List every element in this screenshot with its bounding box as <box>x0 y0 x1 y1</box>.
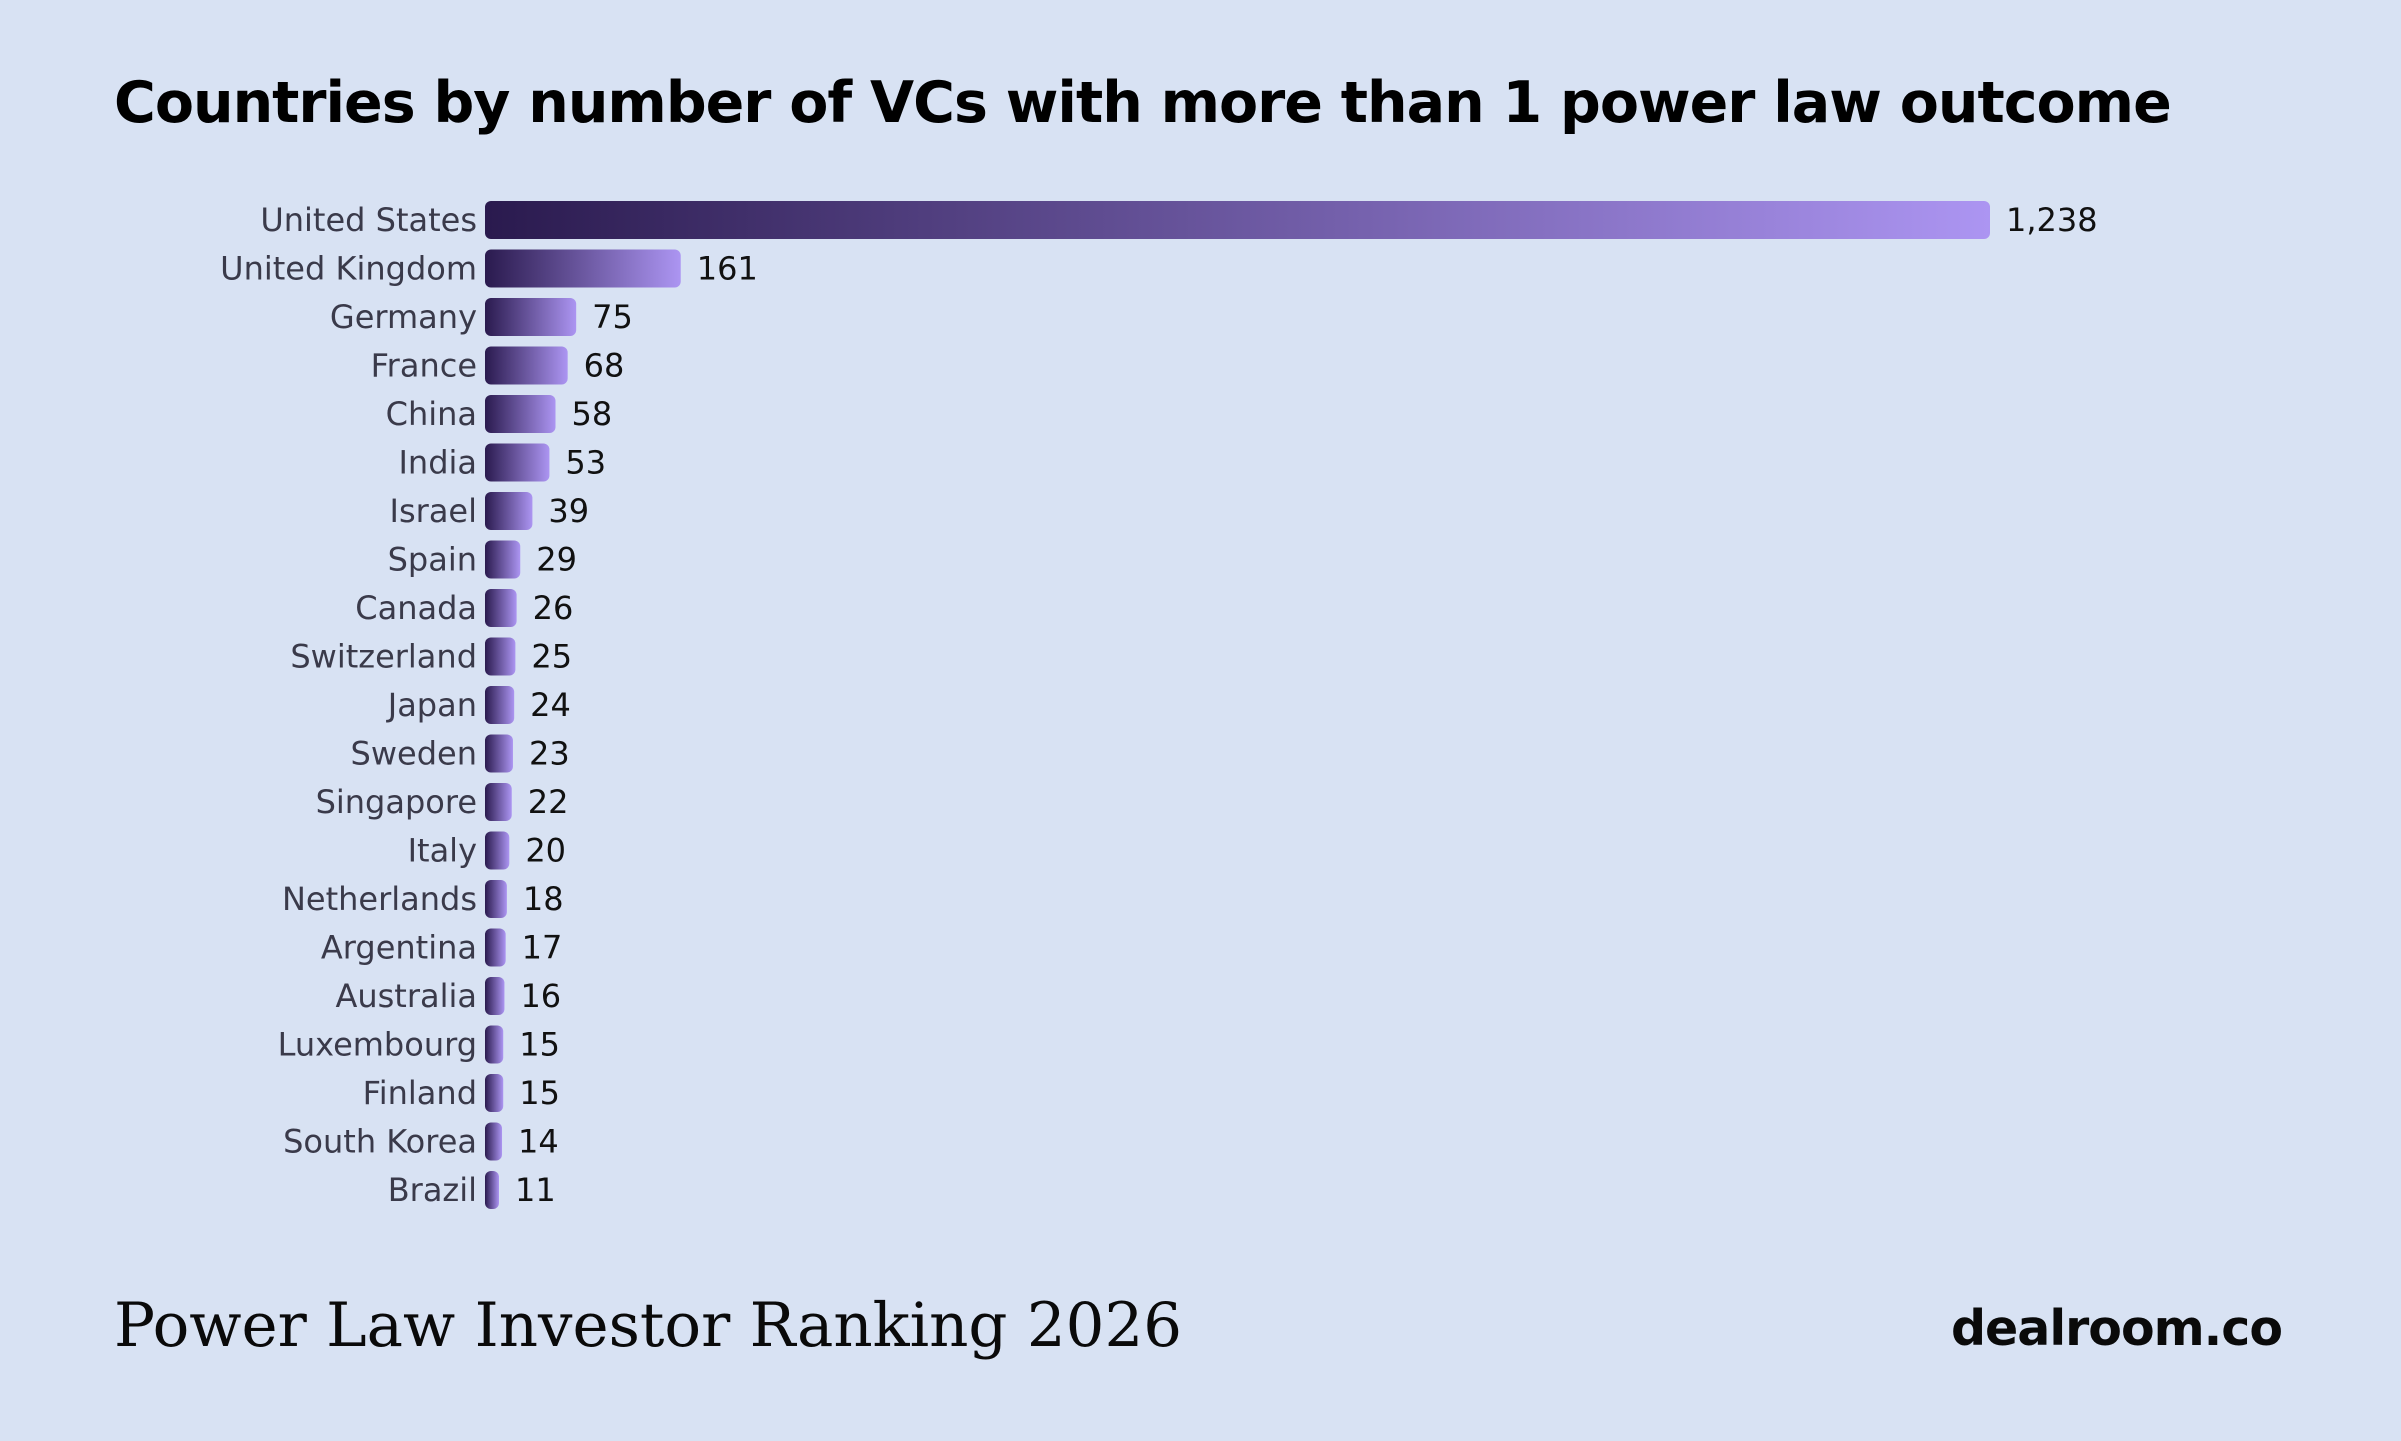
value-label: 15 <box>519 1074 560 1112</box>
category-label: Germany <box>330 298 477 336</box>
bar-sweden <box>485 734 513 773</box>
bar-india <box>485 443 550 482</box>
value-label: 53 <box>565 444 606 482</box>
category-label: Japan <box>386 686 477 724</box>
category-label: India <box>398 444 477 482</box>
value-label: 11 <box>515 1171 556 1209</box>
brand-logo: dealroom.co <box>1950 1300 2283 1357</box>
value-label: 39 <box>548 492 589 530</box>
category-label: Australia <box>335 977 477 1015</box>
value-label: 29 <box>536 541 577 579</box>
category-label: Netherlands <box>282 880 477 918</box>
category-label: Brazil <box>388 1171 477 1209</box>
value-label: 1,238 <box>2006 201 2098 239</box>
value-label: 68 <box>584 347 625 385</box>
chart-title: Countries by number of VCs with more tha… <box>114 70 2172 136</box>
category-label: Singapore <box>316 783 477 821</box>
value-label: 23 <box>529 735 570 773</box>
bar-japan <box>485 686 515 724</box>
bar-singapore <box>485 783 512 821</box>
bar-china <box>485 395 556 433</box>
value-label: 24 <box>530 686 571 724</box>
category-label: Switzerland <box>290 638 477 676</box>
category-label: France <box>371 347 477 385</box>
category-label: South Korea <box>283 1123 477 1161</box>
value-label: 75 <box>592 298 633 336</box>
bar-spain <box>485 540 521 579</box>
category-label: Canada <box>355 589 477 627</box>
bar-australia <box>485 977 505 1015</box>
value-label: 17 <box>522 929 563 967</box>
bar-argentina <box>485 928 506 967</box>
value-label: 18 <box>523 880 564 918</box>
bar-netherlands <box>485 880 507 918</box>
category-label: United Kingdom <box>220 250 477 288</box>
bar-united-kingdom <box>485 249 681 288</box>
bar-switzerland <box>485 637 516 676</box>
value-label: 15 <box>519 1026 560 1064</box>
bar-canada <box>485 589 517 627</box>
bar-united-states <box>485 201 1990 239</box>
bar-italy <box>485 831 510 870</box>
bar-israel <box>485 492 533 530</box>
category-label: Italy <box>408 832 477 870</box>
category-label: Argentina <box>321 929 477 967</box>
category-label: Spain <box>388 541 477 579</box>
bar-south-korea <box>485 1122 503 1161</box>
value-label: 26 <box>533 589 574 627</box>
bars-group: United States 1,238 United Kingdom 161 Germa… <box>220 201 2098 1209</box>
value-label: 161 <box>697 250 758 288</box>
bar-luxembourg <box>485 1025 504 1064</box>
bar-germany <box>485 298 577 336</box>
category-label: United States <box>260 201 477 239</box>
category-label: China <box>386 395 477 433</box>
category-label: Israel <box>390 492 477 530</box>
value-label: 25 <box>531 638 572 676</box>
category-label: Finland <box>363 1074 477 1112</box>
bar-finland <box>485 1074 504 1112</box>
category-label: Sweden <box>351 735 477 773</box>
value-label: 16 <box>520 977 561 1015</box>
value-label: 14 <box>518 1123 559 1161</box>
ranking-footer: Power Law Investor Ranking 2026 <box>114 1290 1183 1361</box>
bar-france <box>485 346 568 385</box>
value-label: 58 <box>572 395 613 433</box>
value-label: 22 <box>528 783 569 821</box>
category-label: Luxembourg <box>278 1026 477 1064</box>
value-label: 20 <box>525 832 566 870</box>
bar-brazil <box>485 1171 499 1209</box>
